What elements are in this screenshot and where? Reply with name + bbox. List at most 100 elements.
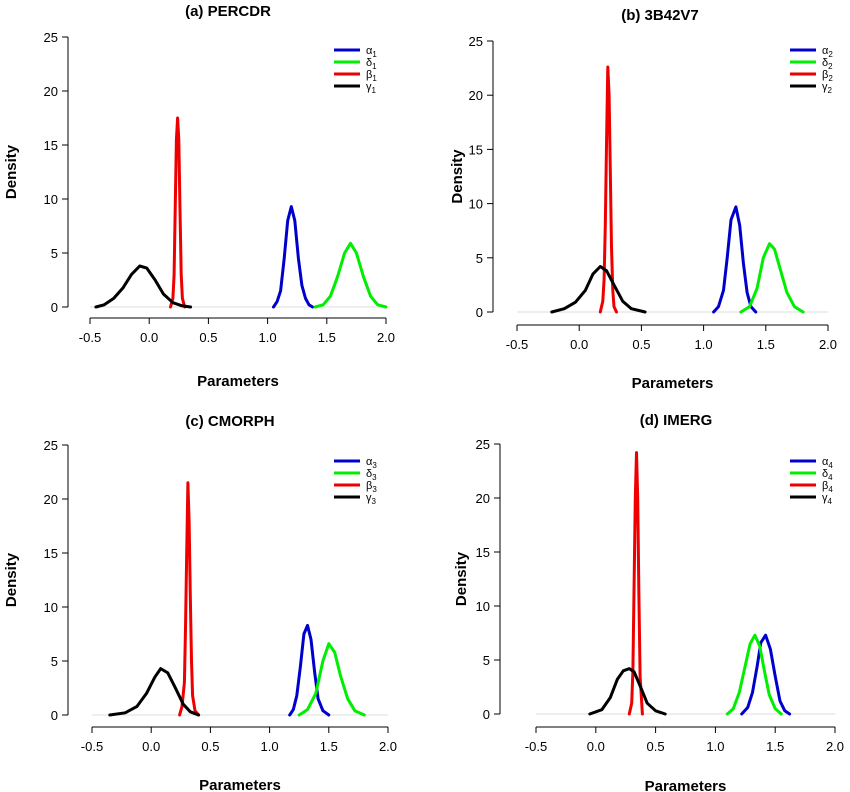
- y-tick-label: 5: [483, 653, 490, 668]
- legend-label: γ1: [366, 81, 377, 95]
- x-tick-label: 1.5: [766, 739, 784, 754]
- series-line-alpha: [272, 205, 315, 309]
- legend-label: β1: [366, 69, 377, 83]
- y-tick-label: 15: [469, 142, 483, 157]
- x-axis-label: Parameters: [645, 778, 727, 792]
- y-tick-label: 15: [44, 546, 58, 561]
- y-tick-label: 15: [44, 138, 58, 153]
- legend-label: δ1: [366, 57, 377, 71]
- x-tick-label: 2.0: [819, 337, 837, 352]
- legend-subscript: 1: [372, 74, 377, 83]
- legend-label: δ4: [822, 468, 833, 482]
- legend-label: α4: [822, 456, 833, 470]
- legend-subscript: 1: [372, 86, 377, 95]
- series-line-beta: [627, 451, 644, 716]
- legend-label: γ2: [822, 81, 833, 95]
- legend-subscript: 2: [828, 50, 833, 59]
- y-tick-label: 25: [44, 30, 58, 45]
- y-tick-label: 10: [469, 197, 483, 212]
- chart-title: (d) IMERG: [640, 412, 713, 429]
- x-tick-label: 0.5: [201, 739, 219, 754]
- x-tick-label: 0.5: [647, 739, 665, 754]
- x-axis-label: Parameters: [199, 777, 281, 792]
- legend-subscript: 1: [372, 50, 377, 59]
- x-axis-label: Parameters: [197, 373, 279, 390]
- y-tick-label: 10: [44, 600, 58, 615]
- legend-label: δ3: [366, 468, 377, 482]
- y-tick-label: 0: [51, 708, 58, 723]
- legend-subscript: 4: [828, 485, 833, 494]
- legend-subscript: 4: [828, 497, 833, 506]
- x-tick-label: 2.0: [379, 739, 397, 754]
- series-line-delta: [739, 242, 805, 314]
- y-tick-label: 25: [469, 34, 483, 49]
- series-line-gamma: [550, 265, 647, 314]
- series-line-beta: [178, 481, 201, 717]
- y-axis-label: Density: [449, 149, 466, 204]
- x-tick-label: -0.5: [506, 337, 528, 352]
- legend-label: β4: [822, 480, 833, 494]
- x-tick-label: -0.5: [525, 739, 547, 754]
- series-line-delta: [297, 642, 366, 717]
- series-line-gamma: [94, 264, 193, 309]
- legend-subscript: 3: [372, 497, 377, 506]
- y-axis-label: Density: [3, 552, 20, 607]
- series-line-gamma: [588, 667, 667, 716]
- legend-label: δ2: [822, 57, 833, 71]
- legend-label: γ4: [822, 492, 833, 506]
- x-tick-label: 2.0: [826, 739, 844, 754]
- x-tick-label: 1.0: [706, 739, 724, 754]
- legend-label: β2: [822, 69, 833, 83]
- y-tick-label: 0: [51, 300, 58, 315]
- legend-label: α3: [366, 456, 377, 470]
- chart-title: (a) PERCDR: [185, 3, 271, 20]
- series-line-beta: [598, 65, 618, 314]
- series-line-beta: [169, 116, 187, 309]
- y-tick-label: 10: [476, 599, 490, 614]
- y-tick-label: 20: [476, 491, 490, 506]
- y-tick-label: 5: [476, 251, 483, 266]
- x-tick-label: 1.5: [320, 739, 338, 754]
- series-line-alpha: [712, 205, 758, 314]
- panel-1: (a) PERCDR 0 5 10 15 20 25 -0.5 0.0 0.5 1.0 1.5 2.0 P…: [3, 3, 395, 390]
- panel-2: (b) 3B42V7 0 5 10 15 20 25 -0.5 0.0 0.5 1.0 1.5 2.0 P…: [449, 7, 837, 392]
- y-tick-label: 15: [476, 545, 490, 560]
- x-tick-label: 1.0: [259, 330, 277, 345]
- series-line-gamma: [108, 667, 201, 717]
- legend-label: α2: [822, 45, 833, 59]
- chart-title: (b) 3B42V7: [621, 7, 699, 24]
- x-tick-label: 1.0: [261, 739, 279, 754]
- x-tick-label: 0.0: [142, 739, 160, 754]
- y-tick-label: 10: [44, 192, 58, 207]
- legend-subscript: 1: [372, 62, 377, 71]
- y-tick-label: 20: [44, 492, 58, 507]
- y-axis-label: Density: [453, 551, 470, 606]
- x-tick-label: -0.5: [81, 739, 103, 754]
- y-tick-label: 0: [476, 305, 483, 320]
- series-line-delta: [313, 241, 388, 309]
- legend-label: γ3: [366, 492, 377, 506]
- y-tick-label: 20: [469, 88, 483, 103]
- x-tick-label: 0.5: [632, 337, 650, 352]
- x-tick-label: 0.0: [570, 337, 588, 352]
- x-tick-label: 1.5: [318, 330, 336, 345]
- legend-label: α1: [366, 45, 377, 59]
- x-tick-label: 0.0: [587, 739, 605, 754]
- y-tick-label: 0: [483, 707, 490, 722]
- x-tick-label: 1.5: [757, 337, 775, 352]
- y-tick-label: 25: [44, 438, 58, 453]
- legend-subscript: 3: [372, 473, 377, 482]
- x-axis-label: Parameters: [632, 375, 714, 392]
- panel-3: (c) CMORPH 0 5 10 15 20 25 -0.5 0.0 0.5 1.0 1.5 2.0 P…: [3, 413, 397, 792]
- series-line-alpha: [740, 633, 792, 716]
- x-tick-label: 0.5: [199, 330, 217, 345]
- x-tick-label: 0.0: [140, 330, 158, 345]
- y-tick-label: 5: [51, 654, 58, 669]
- series-line-delta: [725, 633, 783, 716]
- x-tick-label: 1.0: [695, 337, 713, 352]
- legend-subscript: 2: [828, 86, 833, 95]
- x-tick-label: 2.0: [377, 330, 395, 345]
